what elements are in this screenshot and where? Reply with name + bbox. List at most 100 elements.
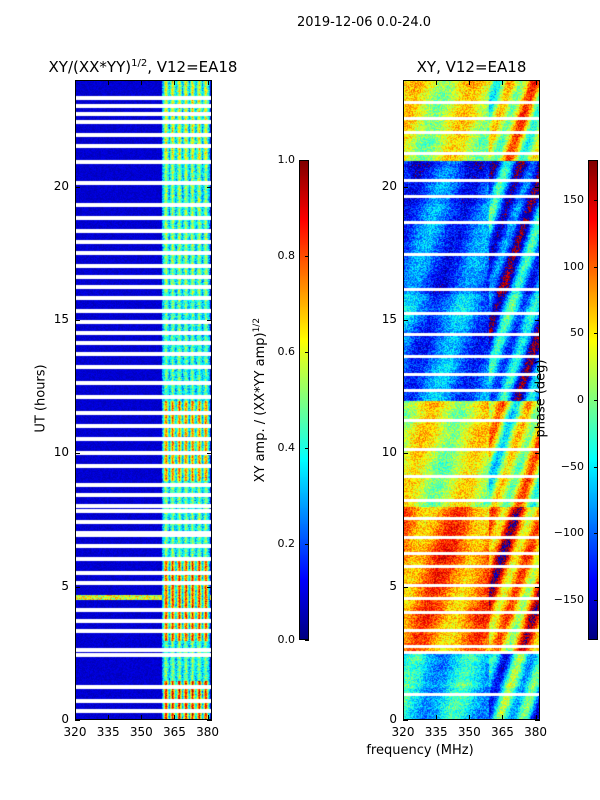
left-ytick-mark [75, 586, 80, 588]
amp-cbar-label-sup: 1/2 [251, 317, 262, 333]
left-ytick-label: 20 [53, 178, 69, 193]
right-ytick-mark [403, 186, 408, 188]
left-ytick-label: 5 [61, 578, 69, 593]
right-panel-title: XY, V12=EA18 [416, 58, 527, 76]
amplitude-cbar-tick-label: 0.4 [277, 441, 296, 454]
right-xtick-label: 380 [524, 725, 548, 739]
left-ytick-label: 10 [53, 445, 69, 460]
right-ytick-mark [403, 586, 408, 588]
amplitude-cbar-tick-mark [305, 256, 309, 257]
right-ytick-label: 5 [389, 578, 397, 593]
right-ytick-label: 10 [381, 445, 397, 460]
left-title-rest: , V12=EA18 [147, 58, 238, 76]
amplitude-cbar-tick-mark [305, 544, 309, 545]
right-ytick-mark-right [535, 320, 540, 321]
amplitude-cbar-tick-label: 0.8 [277, 249, 296, 262]
right-xtick-label: 335 [424, 725, 448, 739]
phase-cbar-tick-mark [594, 533, 598, 535]
amplitude-colorbar-frame [299, 160, 309, 640]
left-xtick-label: 335 [96, 725, 120, 739]
left-title-sup: 1/2 [131, 58, 148, 69]
right-xtick-mark-top [502, 80, 504, 85]
frequency-xlabel: frequency (MHz) [366, 743, 474, 758]
amplitude-cbar-tick-label: 0.0 [277, 633, 296, 646]
amplitude-cbar-tick-mark [305, 160, 309, 161]
right-ytick-mark [403, 720, 408, 721]
left-xtick-label: 350 [129, 725, 153, 739]
right-xtick-mark [535, 715, 537, 720]
left-ytick-mark [75, 453, 80, 455]
phase-cbar-tick-label: 0 [577, 393, 584, 406]
left-xtick-mark-top [207, 80, 209, 85]
left-ytick-mark-right [207, 586, 212, 588]
figure-title: 2019-12-06 0.0-24.0 [297, 15, 431, 30]
amplitude-cbar-tick-mark [305, 640, 309, 641]
right-ytick-mark [403, 320, 408, 321]
left-xtick-mark [108, 715, 110, 720]
right-ytick-mark-right [535, 186, 540, 188]
phase-cbar-tick-mark [594, 333, 598, 335]
left-xtick-mark-top [174, 80, 176, 85]
right-xtick-mark [469, 715, 471, 720]
left-ytick-mark-right [207, 186, 212, 188]
left-xtick-mark-top [75, 80, 76, 85]
right-xtick-label: 350 [457, 725, 481, 739]
right-ytick-mark-right [535, 586, 540, 588]
amplitude-cbar-tick-label: 1.0 [277, 153, 296, 166]
right-ytick-label: 0 [389, 712, 397, 726]
amplitude-cbar-tick-label: 0.2 [277, 537, 296, 550]
phase-cbar-tick-mark [594, 400, 598, 401]
left-ytick-mark-right [207, 320, 212, 321]
phase-cbar-tick-mark [594, 466, 598, 468]
amplitude-cbar-tick-label: 0.6 [277, 345, 296, 358]
phase-plot-frame [403, 80, 540, 720]
left-ytick-mark-right [207, 720, 212, 721]
right-xtick-mark [403, 715, 404, 720]
left-xtick-mark [207, 715, 209, 720]
left-ytick-label: 0 [61, 712, 69, 726]
left-ylabel: UT (hours) [33, 364, 49, 433]
left-ytick-mark [75, 320, 80, 321]
phase-colorbar [588, 160, 598, 640]
right-xtick-mark-top [469, 80, 471, 85]
right-ytick-mark-right [535, 720, 540, 721]
phase-heatmap [403, 80, 540, 720]
right-xtick-mark-top [403, 80, 404, 85]
amplitude-cbar-tick-mark [305, 352, 309, 353]
left-xtick-mark-top [108, 80, 110, 85]
left-panel-title: XY/(XX*YY)1/2, V12=EA18 [0, 58, 286, 76]
right-ytick-mark [403, 453, 408, 455]
phase-cbar-tick-label: 50 [570, 326, 584, 340]
left-xtick-label: 320 [63, 725, 87, 739]
amplitude-colorbar [299, 160, 309, 640]
right-xtick-mark [502, 715, 504, 720]
amplitude-cbar-tick-mark [305, 448, 309, 449]
amplitude-plot-frame [75, 80, 212, 720]
phase-cbar-tick-mark [594, 200, 598, 201]
phase-cbar-tick-label: −150 [553, 593, 584, 606]
left-ytick-mark-right [207, 453, 212, 455]
left-xtick-mark [75, 715, 76, 720]
right-ytick-mark-right [535, 453, 540, 455]
left-xtick-label: 380 [196, 725, 220, 739]
left-xtick-mark [141, 715, 143, 720]
phase-cbar-tick-label: −50 [560, 459, 584, 473]
right-xtick-mark-top [436, 80, 438, 85]
right-xtick-label: 320 [391, 725, 415, 739]
phase-cbar-tick-mark [594, 266, 598, 268]
phase-cbar-tick-label: −100 [553, 526, 584, 540]
left-xtick-label: 365 [162, 725, 186, 739]
amplitude-colorbar-label: XY amp. / (XX*YY amp)1/2 [252, 280, 268, 520]
left-ytick-mark [75, 186, 80, 188]
left-title-main: XY/(XX*YY) [48, 58, 132, 76]
phase-cbar-tick-label: 150 [563, 193, 584, 206]
right-xtick-mark [436, 715, 438, 720]
amplitude-heatmap [75, 80, 212, 720]
left-ytick-label: 15 [53, 312, 69, 326]
left-ytick-mark [75, 720, 80, 721]
phase-cbar-tick-label: 100 [563, 259, 584, 273]
right-xtick-label: 365 [490, 725, 514, 739]
phase-cbar-tick-mark [594, 600, 598, 601]
right-xtick-mark-top [535, 80, 537, 85]
left-xtick-mark-top [141, 80, 143, 85]
